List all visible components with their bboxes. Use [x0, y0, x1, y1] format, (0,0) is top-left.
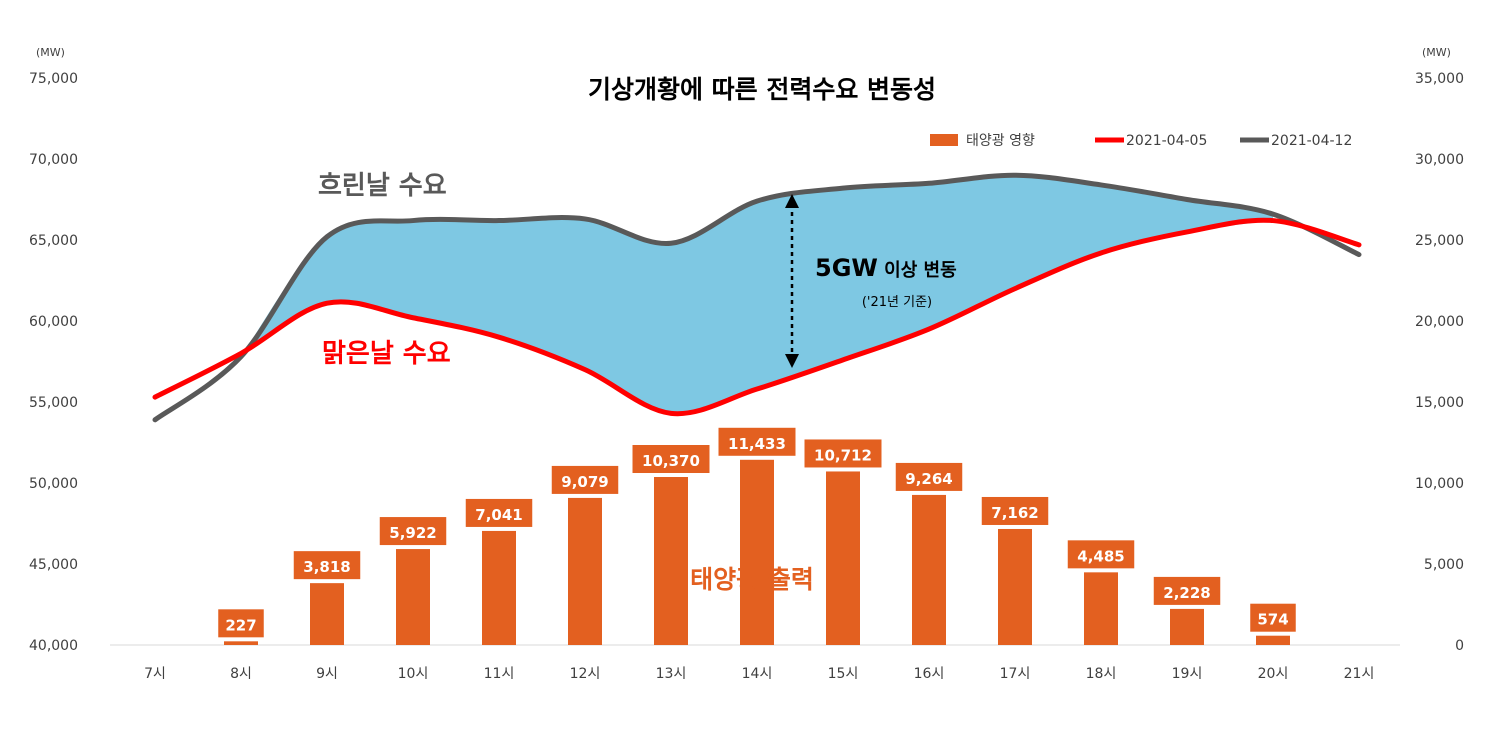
solar-bar: [740, 459, 774, 645]
annotation-variation-rest: 이상 변동: [878, 260, 957, 281]
y-right-tick-label: 35,000: [1415, 71, 1464, 87]
solar-bar-label: 9,079: [561, 473, 608, 491]
solar-bar: [224, 641, 258, 645]
solar-bar: [654, 477, 688, 645]
solar-bar-label-box: [804, 439, 882, 468]
solar-bar: [1256, 635, 1290, 645]
solar-bar-label: 574: [1257, 611, 1288, 629]
x-tick-label: 12시: [570, 666, 601, 682]
solar-bar-label: 5,922: [389, 524, 436, 542]
solar-bar-label-box: [718, 427, 796, 456]
solar-bar-label: 10,370: [642, 452, 700, 470]
y-right-tick-label: 10,000: [1415, 476, 1464, 492]
solar-bar: [826, 471, 860, 645]
solar-bar-label-box: [632, 445, 710, 474]
solar-bar-label: 227: [225, 616, 256, 634]
x-tick-label: 20시: [1258, 666, 1289, 682]
solar-bar-label: 9,264: [905, 470, 952, 488]
legend: 태양광 영향 2021-04-05 2021-04-12: [930, 133, 1352, 149]
y-right-tick-label: 0: [1455, 638, 1464, 654]
y-left-tick-label: 40,000: [29, 638, 78, 654]
y-left-tick-label: 55,000: [29, 395, 78, 411]
x-tick-label: 21시: [1344, 666, 1375, 682]
y-left-tick-label: 45,000: [29, 557, 78, 573]
solar-bar-label: 7,041: [475, 506, 522, 524]
solar-bar-label-box: [1067, 540, 1135, 569]
solar-bar-label-box: [981, 496, 1049, 525]
x-tick-label: 16시: [914, 666, 945, 682]
solar-bar-label-box: [551, 465, 619, 494]
solar-bar-label-box: [1250, 603, 1296, 632]
solar-bar-label-box: [379, 517, 447, 546]
y-right-tick-label: 15,000: [1415, 395, 1464, 411]
axes: 40,000 45,000 50,000 55,000 60,000 65,000 70,0…: [29, 46, 1464, 682]
solar-bar: [310, 583, 344, 645]
series-line-2021-04-12: [152, 172, 1362, 423]
annotation-sunny-demand: 맑은날 수요: [322, 339, 451, 369]
x-tick-label: 17시: [1000, 666, 1031, 682]
solar-bar: [1170, 608, 1204, 645]
fill-between-area: [241, 175, 1273, 414]
annotation-variation: 5GW 이상 변동: [815, 254, 957, 282]
y-left-unit: (MW): [36, 46, 65, 59]
solar-bar-label: 4,485: [1077, 547, 1124, 565]
solar-bar-label-box: [1153, 576, 1221, 605]
y-left-tick-label: 75,000: [29, 71, 78, 87]
series-line-2021-04-05: [152, 217, 1362, 417]
solar-bar: [1084, 572, 1118, 645]
legend-swatch-bar: [930, 134, 958, 146]
y-left-tick-label: 70,000: [29, 152, 78, 168]
annotation-solar-output: 태양광 출력: [690, 565, 814, 594]
y-right-unit: (MW): [1422, 46, 1451, 59]
y-left-tick-label: 60,000: [29, 314, 78, 330]
solar-bar-label: 10,712: [814, 446, 872, 464]
solar-bar-label-box: [218, 609, 264, 638]
x-tick-label: 7시: [144, 666, 166, 682]
solar-bar: [998, 528, 1032, 645]
annotation-cloudy-demand: 흐린날 수요: [318, 171, 447, 201]
solar-bar-label: 7,162: [991, 504, 1038, 522]
x-tick-label: 18시: [1086, 666, 1117, 682]
x-tick-label: 11시: [484, 666, 515, 682]
solar-bar-label-box: [293, 551, 361, 580]
y-left-tick-label: 65,000: [29, 233, 78, 249]
y-left-tick-label: 50,000: [29, 476, 78, 492]
legend-label-bar: 태양광 영향: [966, 133, 1035, 149]
annotation-variation-note: ('21년 기준): [862, 295, 932, 310]
x-tick-label: 13시: [656, 666, 687, 682]
solar-bar: [482, 530, 516, 645]
x-tick-label: 19시: [1172, 666, 1203, 682]
solar-bar-label-box: [895, 462, 963, 491]
y-right-tick-label: 5,000: [1424, 557, 1464, 573]
solar-bar-label-box: [465, 498, 533, 527]
solar-bar: [396, 549, 430, 645]
solar-bar: [568, 497, 602, 645]
solar-bar-label: 3,818: [303, 558, 350, 576]
y-right-tick-label: 30,000: [1415, 152, 1464, 168]
chart-title: 기상개황에 따른 전력수요 변동성: [588, 75, 936, 104]
x-tick-label: 14시: [742, 666, 773, 682]
y-right-tick-label: 25,000: [1415, 233, 1464, 249]
solar-bar-label: 2,228: [1163, 584, 1210, 602]
solar-bar-label: 11,433: [728, 435, 786, 453]
solar-bar: [912, 494, 946, 645]
x-tick-label: 9시: [316, 666, 338, 682]
annotation-variation-main: 5GW: [815, 254, 878, 282]
legend-label-gray: 2021-04-12: [1271, 133, 1352, 149]
x-tick-label: 10시: [398, 666, 429, 682]
solar-bars: 227 3,818 5,922 7,041 9,079 10,370 11,433 10,71…: [218, 427, 1296, 645]
x-tick-label: 8시: [230, 666, 252, 682]
legend-label-red: 2021-04-05: [1126, 133, 1207, 149]
variation-arrow: [785, 194, 799, 368]
x-tick-label: 15시: [828, 666, 859, 682]
y-right-tick-label: 20,000: [1415, 314, 1464, 330]
